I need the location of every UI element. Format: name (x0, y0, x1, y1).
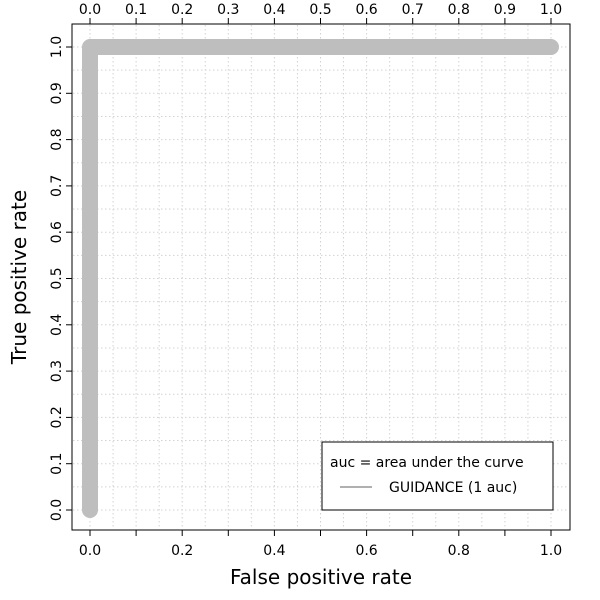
y-axis-title: True positive rate (7, 190, 31, 365)
y-tick-label: 0.7 (49, 175, 65, 197)
legend-title: auc = area under the curve (330, 455, 524, 471)
x-tick-label-top: 0.3 (217, 2, 239, 18)
y-tick-label: 0.3 (49, 360, 65, 382)
x-tick-label-bottom: 0.2 (171, 543, 193, 559)
legend-box (321, 441, 554, 511)
axis-ticks: 0.0 0.2 0.4 0.6 0.8 1.0 0.0 0.1 0.2 0.3 0.4 0.5 0.6 0… (49, 2, 562, 559)
y-tick-label: 1.0 (49, 36, 65, 58)
series-layer (82, 39, 559, 518)
y-tick-label: 0.5 (49, 267, 65, 289)
x-axis-title: False positive rate (230, 565, 412, 589)
x-tick-label-top: 0.8 (448, 2, 470, 18)
x-tick-label-top: 0.2 (171, 2, 193, 18)
x-tick-label-bottom: 0.8 (448, 543, 470, 559)
y-tick-label: 0.2 (49, 406, 65, 428)
y-tick-label: 0.9 (49, 82, 65, 104)
x-tick-label-bottom: 0.0 (79, 543, 101, 559)
y-tick-label: 0.0 (49, 499, 65, 521)
x-tick-label-top: 0.9 (494, 2, 516, 18)
series-line-guidance (82, 39, 559, 518)
x-tick-label-top: 0.6 (355, 2, 377, 18)
x-tick-label-bottom: 1.0 (540, 543, 562, 559)
x-tick-label-top: 0.4 (263, 2, 285, 18)
y-tick-label: 0.6 (49, 221, 65, 243)
x-tick-label-top: 0.0 (79, 2, 101, 18)
y-tick-label: 0.4 (49, 314, 65, 336)
x-tick-label-top: 0.7 (402, 2, 424, 18)
x-tick-label-top: 0.5 (309, 2, 331, 18)
legend-entry-label: GUIDANCE (1 auc) (389, 480, 517, 496)
x-tick-label-top: 0.1 (125, 2, 147, 18)
legend: auc = area under the curve GUIDANCE (1 a… (321, 441, 554, 511)
x-tick-label-top: 1.0 (540, 2, 562, 18)
x-tick-label-bottom: 0.6 (355, 543, 377, 559)
y-tick-label: 0.1 (49, 453, 65, 475)
y-tick-label: 0.8 (49, 128, 65, 150)
x-tick-label-bottom: 0.4 (263, 543, 285, 559)
